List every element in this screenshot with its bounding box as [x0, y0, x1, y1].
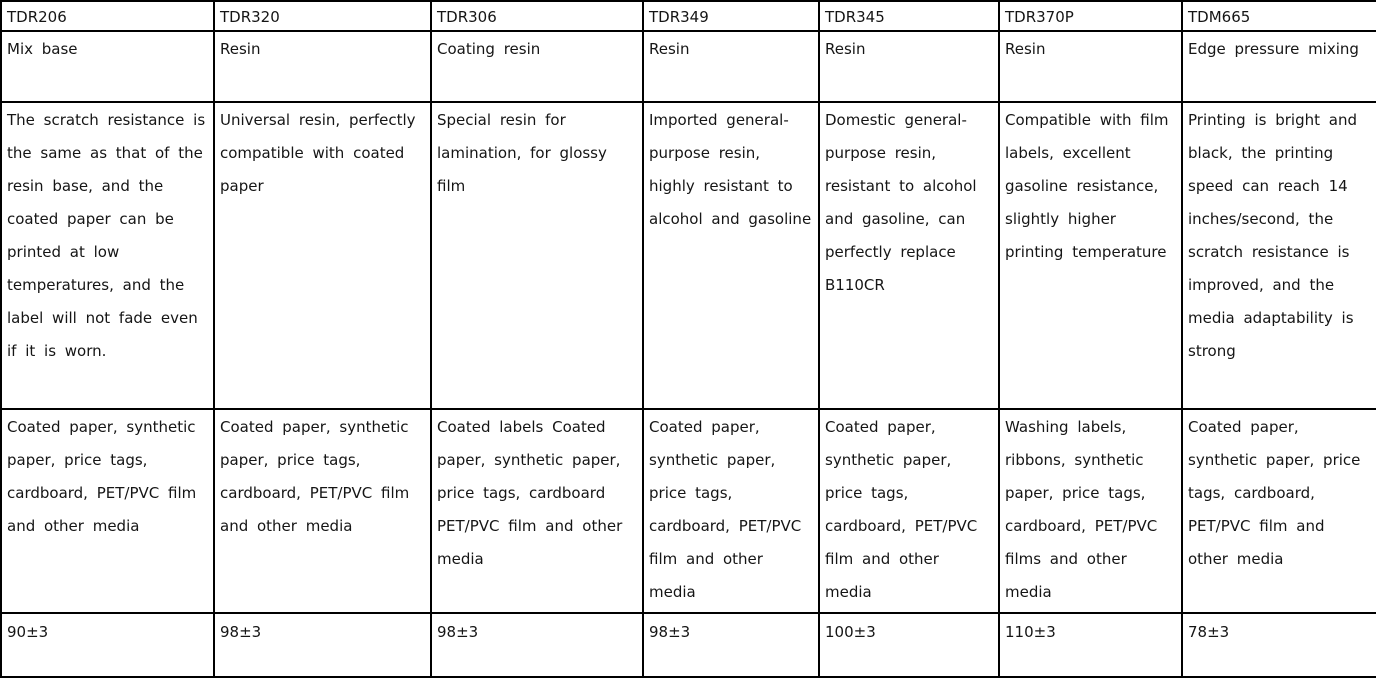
- media-cell: Washing labels, ribbons, synthetic paper…: [998, 408, 1183, 614]
- base-cell: Edge pressure mixing: [1181, 30, 1376, 103]
- feature-cell: Special resin for lamination, for glossy…: [430, 101, 644, 410]
- base-cell: Resin: [213, 30, 432, 103]
- base-cell: Coating resin: [430, 30, 644, 103]
- media-row: Coated paper, synthetic paper, price tag…: [0, 408, 1376, 614]
- model-cell: TDR349: [642, 0, 820, 32]
- feature-cell: Universal resin, perfectly compatible wi…: [213, 101, 432, 410]
- model-cell: TDR320: [213, 0, 432, 32]
- media-cell: Coated labels Coated paper, synthetic pa…: [430, 408, 644, 614]
- feature-cell: Domestic general-purpose resin, resistan…: [818, 101, 1000, 410]
- media-cell: Coated paper, synthetic paper, price tag…: [0, 408, 215, 614]
- model-cell: TDR345: [818, 0, 1000, 32]
- value-row: 90±3 98±3 98±3 98±3 100±3 110±3 78±3: [0, 612, 1376, 678]
- media-cell: Coated paper, synthetic paper, price tag…: [642, 408, 820, 614]
- feature-cell: Imported general-purpose resin, highly r…: [642, 101, 820, 410]
- value-cell: 98±3: [213, 612, 432, 678]
- base-cell: Mix base: [0, 30, 215, 103]
- feature-cell: Printing is bright and black, the printi…: [1181, 101, 1376, 410]
- value-cell: 78±3: [1181, 612, 1376, 678]
- media-cell: Coated paper, synthetic paper, price tag…: [818, 408, 1000, 614]
- media-cell: Coated paper, synthetic paper, price tag…: [213, 408, 432, 614]
- model-cell: TDR206: [0, 0, 215, 32]
- base-cell: Resin: [818, 30, 1000, 103]
- media-cell: Coated paper, synthetic paper, price tag…: [1181, 408, 1376, 614]
- model-cell: TDM665: [1181, 0, 1376, 32]
- value-cell: 98±3: [430, 612, 644, 678]
- model-cell: TDR370P: [998, 0, 1183, 32]
- feature-row: The scratch resistance is the same as th…: [0, 101, 1376, 410]
- base-type-row: Mix base Resin Coating resin Resin Resin…: [0, 30, 1376, 103]
- feature-cell: Compatible with film labels, excellent g…: [998, 101, 1183, 410]
- model-row: TDR206 TDR320 TDR306 TDR349 TDR345 TDR37…: [0, 0, 1376, 32]
- model-cell: TDR306: [430, 0, 644, 32]
- value-cell: 98±3: [642, 612, 820, 678]
- value-cell: 90±3: [0, 612, 215, 678]
- feature-cell: The scratch resistance is the same as th…: [0, 101, 215, 410]
- value-cell: 100±3: [818, 612, 1000, 678]
- value-cell: 110±3: [998, 612, 1183, 678]
- base-cell: Resin: [998, 30, 1183, 103]
- base-cell: Resin: [642, 30, 820, 103]
